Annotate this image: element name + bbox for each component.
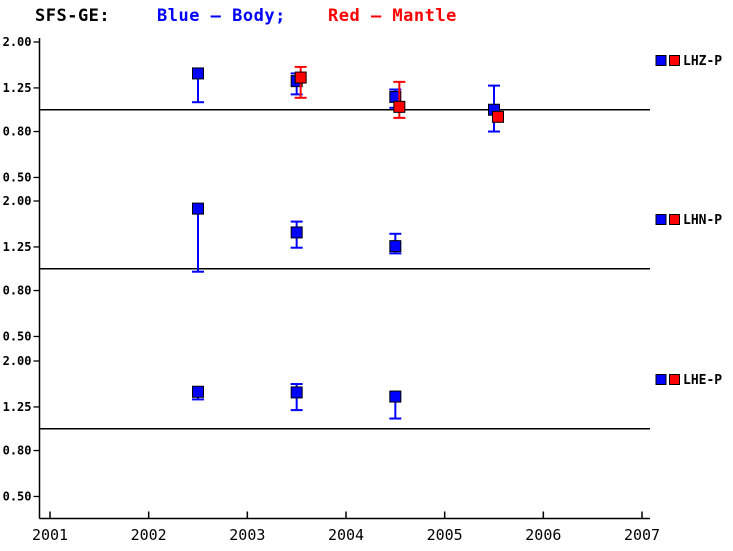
x-axis-tick-label: 2005	[427, 526, 463, 544]
data-point-square	[393, 100, 406, 113]
legend-channel-label: LHN-P	[683, 213, 722, 228]
y-axis-tick-label: 2.00	[3, 354, 32, 368]
y-axis-tick-label: 0.80	[3, 125, 32, 139]
data-point-square	[389, 240, 402, 253]
y-axis-tick-label: 0.50	[3, 170, 32, 184]
x-axis-tick-label: 2001	[32, 526, 68, 544]
title-station-label: SFS-GE:	[35, 6, 111, 26]
y-axis-tick-label: 0.80	[3, 444, 32, 458]
data-point-square	[294, 71, 307, 84]
legend-mantle-swatch	[669, 374, 680, 385]
x-axis-tick-label: 2007	[624, 526, 660, 544]
data-point-square	[389, 390, 402, 403]
title-mantle-label: Red – Mantle	[328, 6, 457, 26]
y-axis-tick-label: 0.50	[3, 329, 32, 343]
legend-body-swatch	[655, 55, 667, 66]
legend-channel-label: LHZ-P	[683, 54, 722, 69]
title-body-label: Blue – Body;	[157, 6, 286, 26]
x-axis-tick-label: 2002	[131, 526, 167, 544]
x-axis-tick-label: 2006	[525, 526, 561, 544]
chart-title: SFS-GE: Blue – Body; Red – Mantle	[0, 6, 733, 28]
y-axis-tick-label: 1.25	[3, 240, 32, 254]
x-axis-tick-label: 2003	[229, 526, 265, 544]
data-point-square	[192, 385, 204, 398]
legend-body-swatch	[655, 374, 667, 385]
legend-body-swatch	[655, 214, 667, 225]
data-point-square	[290, 226, 303, 239]
legend-channel-label: LHE-P	[683, 373, 722, 388]
y-axis-tick-label: 2.00	[3, 194, 32, 208]
data-point-square	[192, 202, 204, 215]
legend-mantle-swatch	[669, 214, 680, 225]
y-axis-tick-label: 1.25	[3, 81, 32, 95]
data-point-square	[192, 67, 204, 80]
y-axis-tick-label: 0.50	[3, 489, 32, 503]
data-point-square	[492, 110, 504, 123]
y-axis-tick-label: 2.00	[3, 35, 32, 49]
legend-mantle-swatch	[669, 55, 680, 66]
y-axis-tick-label: 1.25	[3, 400, 32, 414]
y-axis-tick-label: 0.80	[3, 284, 32, 298]
data-point-square	[290, 386, 303, 399]
x-axis-tick-label: 2004	[328, 526, 364, 544]
